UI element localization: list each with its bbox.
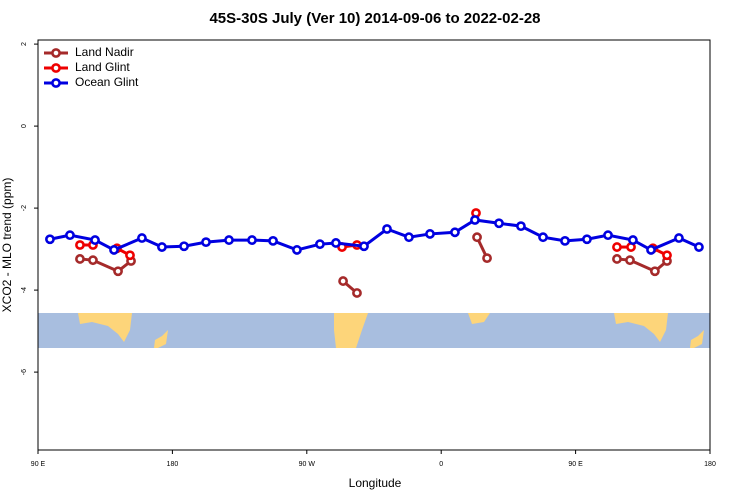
x-axis-label: Longitude: [349, 476, 402, 490]
data-point: [75, 254, 85, 264]
data-point: [662, 250, 672, 261]
data-point: [582, 234, 592, 245]
data-point: [338, 276, 348, 286]
y-tick-label: -2: [21, 205, 28, 211]
data-point: [646, 245, 656, 255]
data-point: [88, 255, 98, 266]
data-point: [125, 250, 135, 261]
data-point: [625, 255, 635, 266]
data-point: [247, 235, 257, 245]
data-point: [450, 227, 460, 238]
data-point: [113, 266, 123, 277]
data-point: [674, 233, 684, 243]
plot-frame: [37, 39, 711, 451]
series-line: [616, 257, 668, 273]
x-tick-label: 0: [439, 461, 443, 468]
x-tick-label: 90 W: [299, 461, 316, 468]
y-tick-label: -6: [21, 369, 28, 375]
x-tick-label: 90 E: [31, 461, 46, 468]
y-tick-label: 2: [21, 42, 28, 46]
data-point: [538, 232, 548, 243]
data-point: [352, 288, 362, 298]
data-point: [90, 235, 100, 245]
data-point: [404, 232, 414, 243]
y-tick-label: -4: [21, 287, 28, 293]
y-axis-label: XCO2 - MLO trend (ppm): [0, 178, 14, 313]
legend-marker: [51, 48, 61, 58]
data-point: [359, 241, 369, 252]
map-strip: [38, 313, 710, 348]
chart-title: 45S-30S July (Ver 10) 2014-09-06 to 2022…: [209, 10, 540, 27]
data-point: [268, 235, 278, 246]
data-point: [224, 235, 234, 245]
series-line: [49, 218, 700, 252]
legend-label: Land Glint: [75, 60, 130, 74]
y-tick-label: 0: [21, 124, 28, 128]
data-point: [628, 235, 638, 245]
legend-marker: [51, 63, 61, 73]
data-point: [694, 242, 704, 252]
data-point: [649, 266, 660, 277]
data-point: [612, 254, 622, 264]
data-point: [516, 221, 526, 232]
legend-marker: [51, 78, 61, 88]
data-point: [331, 238, 341, 248]
data-point: [75, 240, 85, 250]
x-tick-label: 180: [167, 461, 179, 468]
data-point: [45, 234, 55, 245]
data-point: [494, 218, 504, 229]
series-line: [79, 257, 132, 273]
data-point: [179, 241, 189, 252]
data-point: [560, 235, 570, 246]
data-point: [425, 229, 435, 239]
data-point: [137, 233, 147, 243]
x-tick-label: 180: [704, 461, 716, 468]
data-point: [472, 232, 482, 243]
data-point: [470, 215, 480, 225]
legend-label: Land Nadir: [75, 45, 134, 59]
data-point: [315, 239, 325, 250]
data-point: [603, 230, 613, 241]
legend-label: Ocean Glint: [75, 75, 139, 89]
data-point: [612, 242, 622, 252]
data-point: [65, 230, 75, 241]
data-point: [201, 237, 211, 248]
data-point: [382, 224, 392, 234]
data-point: [482, 253, 492, 264]
data-point: [292, 245, 302, 255]
x-tick-label: 90 E: [568, 461, 583, 468]
data-point: [109, 245, 119, 255]
data-point: [157, 242, 167, 252]
